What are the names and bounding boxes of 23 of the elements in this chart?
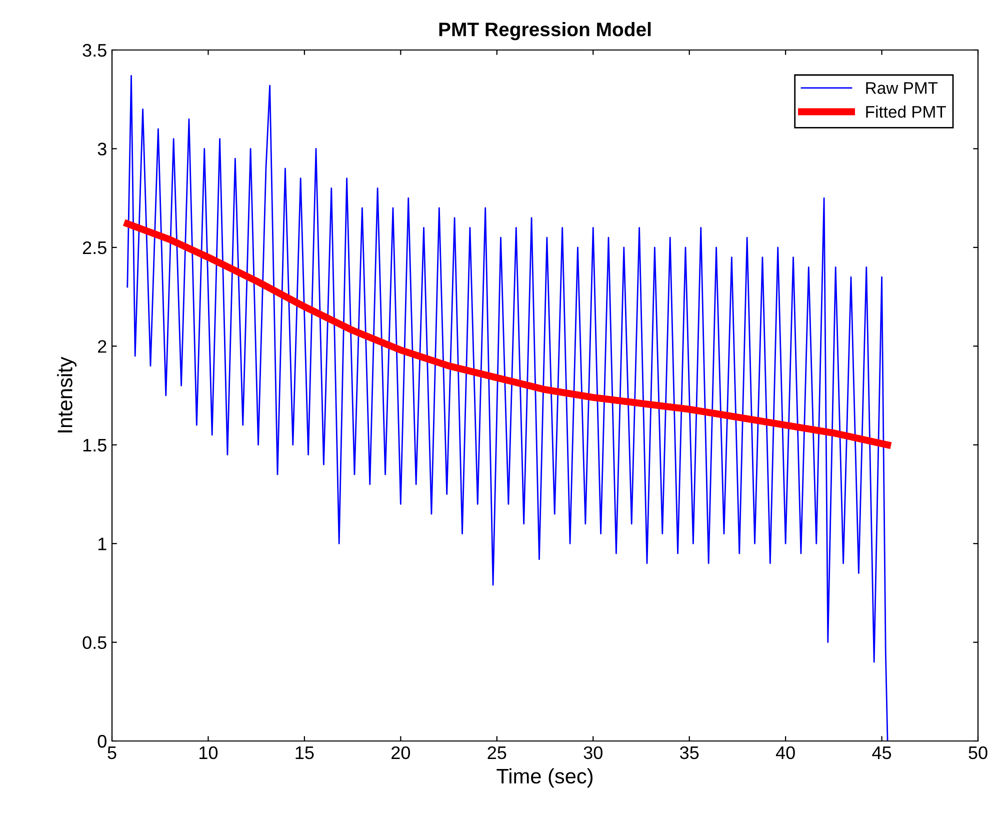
x-tick-label: 40 [776, 746, 795, 760]
x-tick-label: 5 [108, 746, 116, 760]
y-tick-label: 3.5 [82, 44, 106, 57]
x-axis-title: Time (sec) [496, 768, 593, 788]
x-tick-label: 10 [200, 746, 218, 760]
legend-label: Raw PMT [866, 82, 938, 94]
y-tick-label: 2 [98, 340, 106, 353]
x-tick-label: 20 [392, 746, 410, 760]
chart-title: PMT Regression Model [439, 22, 651, 40]
x-tick-label: 50 [968, 746, 988, 760]
y-tick-label: 3 [98, 142, 106, 156]
x-tick-label: 35 [680, 746, 699, 760]
y-tick-label: 0 [98, 734, 106, 748]
x-tick-label: 25 [488, 746, 506, 760]
x-tick-label: 30 [584, 746, 602, 760]
y-axis-title: Intensity [57, 356, 76, 432]
y-tick-label: 2.5 [82, 241, 106, 254]
x-tick-label: 15 [296, 746, 314, 760]
y-tick-label: 0.5 [82, 636, 106, 650]
y-tick-label: 1 [98, 538, 106, 550]
x-tick-label: 45 [872, 746, 892, 760]
y-tick-label: 1.5 [83, 438, 106, 452]
legend-label: Fitted PMT [866, 106, 946, 118]
